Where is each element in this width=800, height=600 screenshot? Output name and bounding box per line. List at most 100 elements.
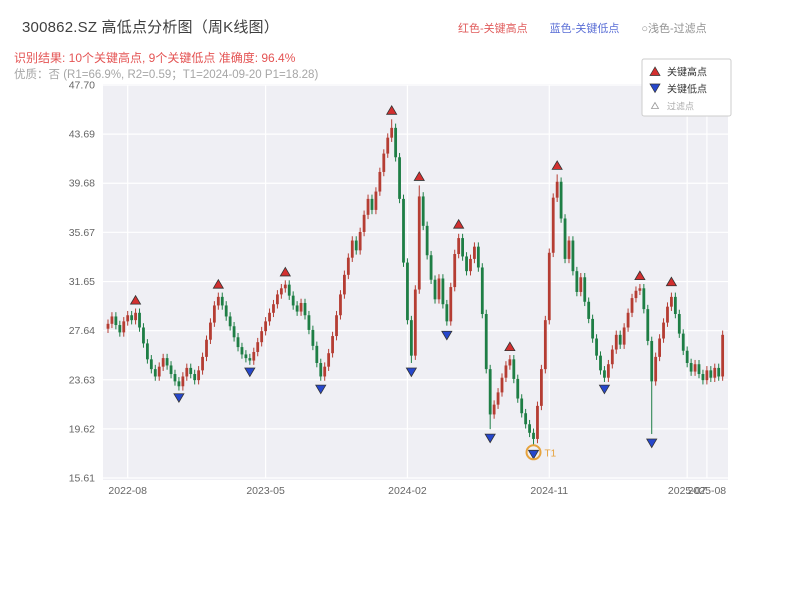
candle xyxy=(670,296,673,307)
candle xyxy=(441,278,445,305)
candle xyxy=(335,315,338,337)
candle xyxy=(595,338,598,356)
key-high-marker-icon xyxy=(504,341,516,352)
candle xyxy=(599,355,602,371)
key-low-marker-icon xyxy=(244,367,256,378)
candle xyxy=(299,302,303,312)
candle xyxy=(709,370,713,378)
x-tick-label: 2024-11 xyxy=(530,485,568,497)
candle xyxy=(106,323,110,329)
color-key-low-label: 蓝色-关键低点 xyxy=(549,23,620,35)
candle xyxy=(618,334,622,345)
t1-circle-icon xyxy=(525,444,542,461)
candle xyxy=(532,432,535,439)
key-low-marker-icon xyxy=(441,330,453,341)
t1-label: T1 xyxy=(545,448,557,459)
candle xyxy=(575,271,579,292)
candle xyxy=(295,305,299,312)
candle xyxy=(134,312,137,321)
candle xyxy=(622,327,626,345)
candle xyxy=(536,405,539,439)
candle xyxy=(146,343,149,360)
candle xyxy=(551,197,555,253)
candle xyxy=(425,225,429,256)
candle xyxy=(543,320,547,370)
candle xyxy=(701,374,705,381)
candle xyxy=(567,240,571,259)
y-tick-label: 39.68 xyxy=(69,178,95,190)
candle xyxy=(520,398,524,414)
candle xyxy=(193,374,197,381)
candle xyxy=(500,377,504,393)
candle xyxy=(650,340,654,382)
candle xyxy=(697,364,701,375)
x-tick-label: 2025-07 xyxy=(668,485,707,497)
candle xyxy=(138,312,141,328)
candle xyxy=(315,345,319,364)
candle xyxy=(465,256,468,272)
candle xyxy=(492,404,496,415)
candle xyxy=(587,301,591,319)
candle xyxy=(662,322,665,339)
candle xyxy=(268,312,271,322)
candle xyxy=(220,296,224,306)
candle xyxy=(547,252,551,321)
candle xyxy=(666,306,669,323)
y-tick-label: 27.64 xyxy=(69,325,95,337)
y-tick-label: 43.69 xyxy=(69,129,95,141)
candle xyxy=(591,318,595,339)
candle xyxy=(445,304,449,322)
candle xyxy=(126,315,130,322)
key-low-marker-icon xyxy=(315,384,327,395)
candle xyxy=(260,331,264,343)
candle xyxy=(181,376,185,387)
color-key-filtered-label: ○浅色-过滤点 xyxy=(641,23,707,35)
quality-summary: 优质：否 (R1=66.9%, R2=0.59；T1=2024-09-20 P1… xyxy=(14,69,319,81)
legend-filtered-icon xyxy=(650,101,660,109)
candle xyxy=(346,257,350,275)
candle xyxy=(212,305,216,323)
candle xyxy=(453,254,457,288)
x-tick-label: 2024-02 xyxy=(388,485,427,497)
y-tick-label: 15.61 xyxy=(69,473,95,485)
candle xyxy=(524,413,528,425)
candle xyxy=(473,246,476,259)
candle xyxy=(603,370,606,378)
candle xyxy=(658,338,661,357)
candle xyxy=(366,198,370,215)
grid xyxy=(103,84,728,479)
key-high-marker-icon xyxy=(634,270,646,281)
key-high-marker-icon xyxy=(212,278,225,289)
candle xyxy=(437,278,441,300)
candle xyxy=(165,358,169,366)
key-high-marker-icon xyxy=(551,160,563,170)
color-key-high-label: 红色-关键高点 xyxy=(458,23,528,35)
candle xyxy=(476,246,480,268)
legend-key-low-icon xyxy=(649,83,661,94)
candle xyxy=(362,214,366,232)
candle xyxy=(350,240,354,258)
candle xyxy=(173,374,177,382)
candle xyxy=(339,294,342,316)
candle xyxy=(685,350,689,364)
candle xyxy=(614,334,618,350)
candle xyxy=(571,240,575,272)
candle xyxy=(433,279,437,300)
candle xyxy=(417,196,421,290)
candle xyxy=(209,322,212,340)
key-high-marker-icon xyxy=(665,276,678,287)
candle xyxy=(279,288,283,295)
candle xyxy=(449,287,453,322)
x-tick-label: 2023-05 xyxy=(246,485,285,497)
y-tick-label: 23.63 xyxy=(69,374,95,386)
candle xyxy=(421,196,425,226)
candle xyxy=(693,364,697,372)
legend-item-label: 过滤点 xyxy=(667,101,694,112)
candle xyxy=(374,191,378,210)
candle xyxy=(248,358,252,361)
candle xyxy=(390,127,394,138)
candle xyxy=(142,327,145,344)
candle xyxy=(185,367,189,377)
candle xyxy=(378,171,382,192)
